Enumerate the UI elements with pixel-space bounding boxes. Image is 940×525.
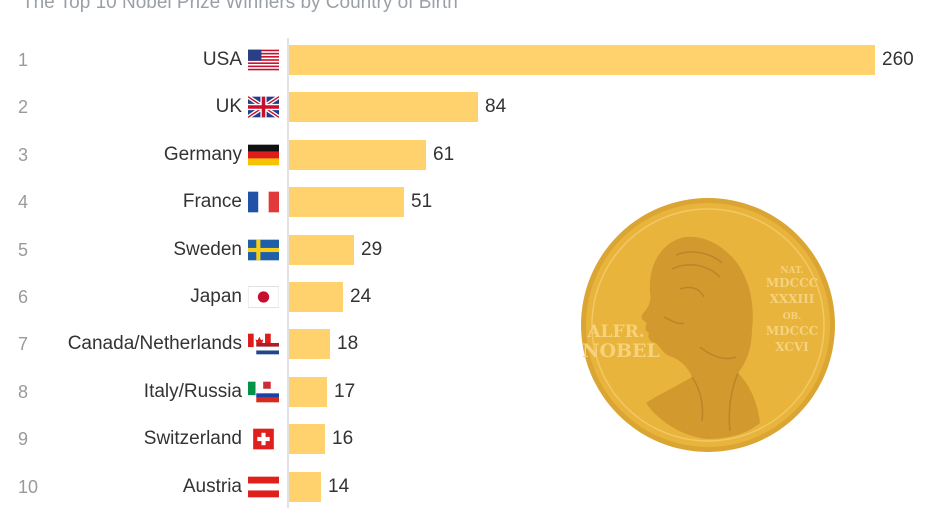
bar	[289, 92, 478, 123]
category-label: Canada/Netherlands	[67, 333, 242, 355]
bar-row: 1 USA 260	[0, 42, 940, 78]
category-label: UK	[215, 96, 242, 118]
austria-flag-icon	[248, 476, 279, 497]
category-label: Sweden	[173, 238, 242, 260]
bar	[289, 187, 404, 218]
usa-flag-icon	[248, 49, 279, 71]
germany-flag-icon	[248, 144, 279, 166]
category-label: Germany	[163, 143, 242, 165]
sweden-flag-icon	[248, 239, 279, 260]
axis-line	[287, 38, 289, 508]
rank-label: 1	[18, 50, 29, 70]
bar-row: 9 Switzerland 16	[0, 421, 940, 457]
bar	[289, 282, 343, 312]
data-label: 14	[328, 475, 350, 497]
bar	[289, 471, 321, 502]
bar-row: 7 Canada/Netherlands 18	[0, 326, 940, 362]
data-label: 24	[350, 286, 372, 307]
bar	[289, 139, 426, 170]
bar	[289, 376, 327, 407]
bar	[289, 234, 354, 265]
svg-text:OB.: OB.	[783, 312, 802, 322]
category-label: France	[182, 191, 242, 213]
bar-row: 4 France 51	[0, 184, 940, 220]
canada-netherlands-flag-icon	[248, 334, 279, 355]
switzerland-flag-icon	[253, 428, 274, 450]
data-label: 51	[411, 191, 433, 213]
rank-label: 2	[18, 97, 29, 118]
category-label: USA	[202, 49, 242, 70]
svg-text:NOBEL: NOBEL	[582, 340, 660, 362]
category-label: Switzerland	[143, 428, 242, 450]
bar	[289, 45, 875, 75]
rank-label: 7	[18, 334, 29, 355]
data-label: 17	[334, 380, 356, 402]
bar-row: 2 UK 84	[0, 89, 940, 125]
svg-text:MDCCC: MDCCC	[766, 276, 818, 290]
bar-row: 8 Italy/Russia 17	[0, 374, 940, 410]
svg-text:XCVI: XCVI	[775, 340, 809, 354]
chart-subtitle: The Top 10 Nobel Prize Winners by Countr…	[22, 0, 458, 13]
bar	[289, 424, 325, 455]
bar-row: 10 Austria 14	[0, 469, 940, 505]
bar-row: 6 Japan 24	[0, 279, 940, 315]
data-label: 16	[332, 428, 354, 450]
svg-text:ALFR.: ALFR.	[586, 322, 644, 342]
italy-russia-flag-icon	[248, 381, 279, 403]
category-label: Austria	[182, 475, 242, 497]
rank-label: 10	[18, 476, 39, 497]
data-label: 84	[485, 96, 507, 118]
svg-text:NAT.: NAT.	[780, 266, 803, 276]
bar	[289, 329, 330, 360]
rank-label: 3	[18, 144, 29, 165]
rank-label: 6	[18, 287, 29, 307]
france-flag-icon	[248, 191, 279, 213]
nobel-medal-icon: ALFR. NOBEL NAT. MDCCC XXXIII OB. MDCCC …	[581, 198, 835, 452]
category-label: Japan	[190, 286, 242, 307]
rank-label: 9	[18, 429, 29, 450]
data-label: 18	[337, 333, 359, 355]
svg-text:MDCCC: MDCCC	[766, 324, 818, 338]
rank-label: 8	[18, 381, 29, 402]
uk-flag-icon	[248, 96, 279, 119]
data-label: 29	[361, 238, 383, 260]
bar-row: 3 Germany 61	[0, 137, 940, 173]
rank-label: 5	[18, 239, 29, 260]
category-label: Italy/Russia	[143, 380, 242, 402]
bar-row: 5 Sweden 29	[0, 232, 940, 268]
japan-flag-icon	[248, 286, 279, 308]
rank-label: 4	[18, 192, 29, 213]
svg-text:XXXIII: XXXIII	[770, 292, 815, 306]
data-label: 61	[433, 143, 455, 165]
data-label: 260	[882, 49, 914, 70]
